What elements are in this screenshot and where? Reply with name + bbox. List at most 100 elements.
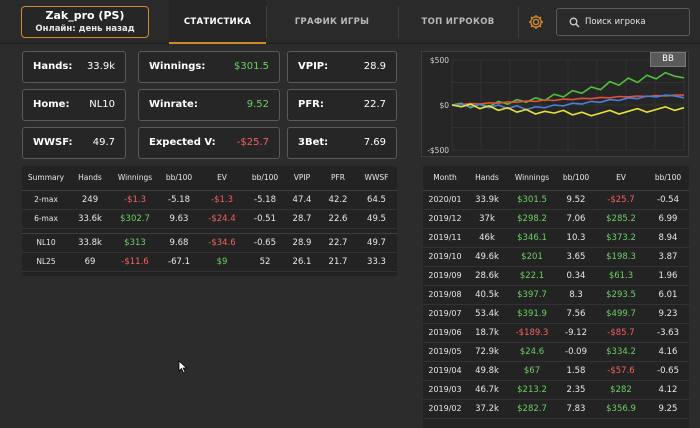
- summary-header-row: Summary Hands Winnings bb/100 EV bb/100 …: [22, 166, 397, 191]
- table-cell: 37k: [467, 209, 507, 229]
- table-cell: 26.1: [284, 252, 320, 272]
- column-header: Winnings: [507, 166, 557, 191]
- table-cell: 28.7: [284, 209, 320, 229]
- search-box[interactable]: [556, 8, 690, 36]
- stat-value: 33.9k: [86, 61, 115, 72]
- bb-toggle-button[interactable]: BB: [650, 52, 686, 67]
- table-cell: -5.18: [246, 190, 284, 210]
- table-cell: 21.7: [320, 252, 356, 272]
- row-divider: [22, 228, 397, 234]
- table-cell: $499.7: [595, 304, 647, 324]
- table-cell: 49.7: [356, 233, 397, 253]
- table-cell: 3.87: [647, 247, 689, 267]
- profit-chart: $500 $0 -$500: [421, 51, 689, 157]
- table-cell: 0.34: [557, 266, 595, 286]
- table-cell: 2019/09: [423, 266, 467, 286]
- stat-label: VPIP:: [298, 61, 329, 72]
- tab-game-chart[interactable]: ГРАФИК ИГРЫ: [294, 17, 370, 27]
- table-cell: 6.01: [647, 285, 689, 305]
- table-row: NL10 33.8k $313 9.68 -$34.6 -0.65 28.9 2…: [22, 233, 397, 253]
- table-row: 2019/05 72.9k $24.6 -0.09 $334.2 4.16: [423, 342, 689, 362]
- table-cell: 7.83: [557, 399, 595, 419]
- table-cell: 28.6k: [467, 266, 507, 286]
- table-cell: 2019/03: [423, 380, 467, 400]
- table-cell: -$189.3: [507, 323, 557, 343]
- table-cell: $22.1: [507, 266, 557, 286]
- table-cell: 2019/02: [423, 399, 467, 419]
- table-cell: -9.12: [557, 323, 595, 343]
- table-cell: 37.2k: [467, 399, 507, 419]
- table-cell: $397.7: [507, 285, 557, 305]
- stat-expected-value: Expected V: -$25.7: [138, 127, 280, 159]
- table-cell: 28.9: [284, 233, 320, 253]
- table-cell: $391.9: [507, 304, 557, 324]
- table-cell: $346.1: [507, 228, 557, 248]
- table-row: 2-max 249 -$1.3 -5.18 -$1.3 -5.18 47.4 4…: [22, 190, 397, 210]
- column-header: VPIP: [284, 166, 320, 191]
- table-cell: NL25: [22, 252, 70, 272]
- stat-vpip: VPIP: 28.9: [287, 51, 397, 83]
- search-icon: [569, 17, 580, 28]
- stat-label: Winrate:: [149, 99, 198, 110]
- table-cell: 2019/04: [423, 361, 467, 381]
- player-name: Zak_pro (PS): [45, 9, 125, 22]
- table-cell: 49.5: [356, 209, 397, 229]
- column-header: bb/100: [647, 166, 689, 191]
- table-cell: $293.5: [595, 285, 647, 305]
- table-cell: -$24.4: [198, 209, 246, 229]
- table-cell: 2020/01: [423, 190, 467, 210]
- table-cell: $24.6: [507, 342, 557, 362]
- stat-winrate: Winrate: 9.52: [138, 89, 280, 121]
- table-row: NL25 69 -$11.6 -67.1 $9 52 26.1 21.7 33.…: [22, 252, 397, 272]
- column-header: Summary: [22, 166, 70, 191]
- table-row: 2019/02 37.2k $282.7 7.83 $356.9 9.25: [423, 399, 689, 419]
- table-cell: 9.23: [647, 304, 689, 324]
- table-cell: $198.3: [595, 247, 647, 267]
- search-input[interactable]: [585, 13, 685, 31]
- table-cell: -0.09: [557, 342, 595, 362]
- monthly-header-row: Month Hands Winnings bb/100 EV bb/100: [423, 166, 689, 191]
- table-cell: -$25.7: [595, 190, 647, 210]
- table-cell: 2019/06: [423, 323, 467, 343]
- table-cell: $282: [595, 380, 647, 400]
- table-cell: 4.16: [647, 342, 689, 362]
- table-cell: NL10: [22, 233, 70, 253]
- table-cell: 2.35: [557, 380, 595, 400]
- table-cell: 1.58: [557, 361, 595, 381]
- table-row: 2019/09 28.6k $22.1 0.34 $61.3 1.96: [423, 266, 689, 286]
- stat-value: 9.52: [246, 99, 269, 110]
- column-header: EV: [198, 166, 246, 191]
- tab-top-players[interactable]: ТОП ИГРОКОВ: [421, 17, 495, 27]
- stat-value: 28.9: [363, 61, 386, 72]
- tab-statistics[interactable]: СТАТИСТИКА: [169, 0, 266, 44]
- gear-icon[interactable]: [527, 13, 545, 31]
- stat-label: Expected V:: [149, 137, 216, 148]
- table-cell: -0.65: [647, 361, 689, 381]
- table-cell: 10.3: [557, 228, 595, 248]
- table-cell: $201: [507, 247, 557, 267]
- player-card[interactable]: Zak_pro (PS) Онлайн: день назад: [21, 6, 149, 38]
- monthly-table: Month Hands Winnings bb/100 EV bb/100 20…: [423, 166, 689, 428]
- table-cell: 2019/10: [423, 247, 467, 267]
- table-cell: 42.2: [320, 190, 356, 210]
- stat-home: Home: NL10: [22, 89, 126, 121]
- table-cell: 2019/12: [423, 209, 467, 229]
- column-header: bb/100: [557, 166, 595, 191]
- table-cell: 22.7: [320, 233, 356, 253]
- table-cell: 6-max: [22, 209, 70, 229]
- table-cell: 2019/11: [423, 228, 467, 248]
- table-cell: 49.6k: [467, 247, 507, 267]
- table-cell: 9.52: [557, 190, 595, 210]
- table-row: 2019/03 46.7k $213.2 2.35 $282 4.12: [423, 380, 689, 400]
- table-cell: -$11.6: [110, 252, 160, 272]
- stat-value: NL10: [89, 99, 115, 110]
- table-cell: -67.1: [160, 252, 198, 272]
- stat-label: Home:: [33, 99, 70, 110]
- table-cell: 46k: [467, 228, 507, 248]
- stat-label: WWSF:: [33, 137, 73, 148]
- y-tick-label: $500: [430, 56, 449, 65]
- table-cell: $282.7: [507, 399, 557, 419]
- table-cell: 9.63: [160, 209, 198, 229]
- summary-table: Summary Hands Winnings bb/100 EV bb/100 …: [22, 166, 397, 276]
- table-cell: 2019/08: [423, 285, 467, 305]
